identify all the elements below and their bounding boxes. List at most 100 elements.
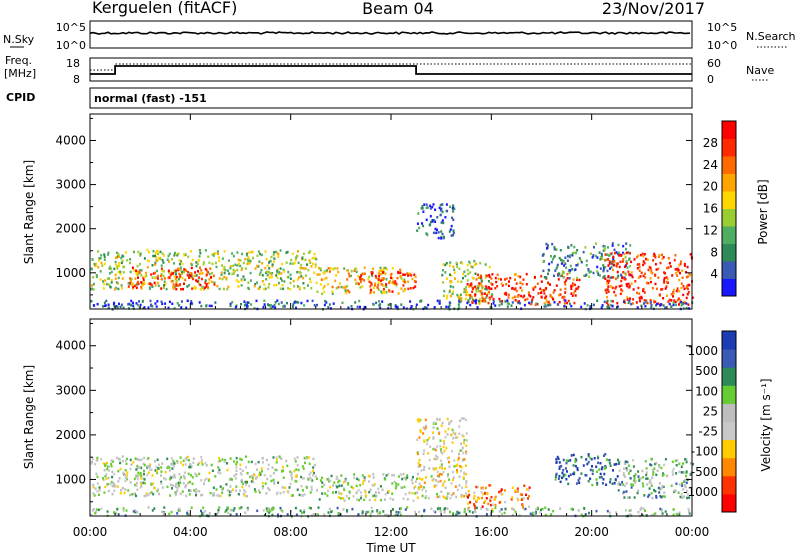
scatter-cell <box>629 252 631 255</box>
scatter-cell <box>381 488 384 491</box>
scatter-cell <box>246 472 249 475</box>
scatter-cell <box>546 244 549 247</box>
scatter-cell <box>589 270 592 273</box>
scatter-cell <box>396 513 399 517</box>
scatter-cell <box>232 509 235 512</box>
scatter-cell <box>560 262 563 265</box>
scatter-cell <box>170 272 173 275</box>
scatter-cell <box>389 497 392 500</box>
scatter-cell <box>277 481 280 484</box>
scatter-cell <box>188 465 191 469</box>
scatter-cell <box>486 288 488 291</box>
scatter-cell <box>100 254 103 257</box>
scatter-cell <box>213 283 216 286</box>
scatter-cell <box>636 291 638 295</box>
scatter-cell <box>615 511 618 514</box>
scatter-cell <box>363 478 366 482</box>
scatter-cell <box>432 431 435 434</box>
scatter-cell <box>247 255 250 259</box>
scatter-cell <box>381 300 384 303</box>
scatter-cell <box>382 473 385 476</box>
scatter-cell <box>315 257 318 261</box>
scatter-cell <box>414 275 417 278</box>
scatter-cell <box>130 463 133 466</box>
colorbar-swatch <box>722 138 736 157</box>
scatter-cell <box>508 280 510 283</box>
scatter-cell <box>240 506 243 509</box>
scatter-cell <box>165 287 168 291</box>
scatter-cell <box>199 251 202 255</box>
scatter-cell <box>129 258 132 261</box>
scatter-cell <box>570 507 573 511</box>
scatter-cell <box>459 293 462 296</box>
scatter-cell <box>343 499 346 502</box>
scatter-cell <box>446 474 449 478</box>
scatter-cell <box>488 484 491 487</box>
scatter-cell <box>465 439 468 442</box>
scatter-cell <box>314 263 317 266</box>
scatter-cell <box>226 489 229 492</box>
scatter-cell <box>318 273 321 276</box>
scatter-cell <box>555 458 558 461</box>
scatter-cell <box>556 263 559 267</box>
scatter-cell <box>608 461 611 465</box>
scatter-cell <box>378 491 380 494</box>
scatter-cell <box>441 421 444 425</box>
scatter-cell <box>503 489 506 492</box>
scatter-cell <box>634 473 637 476</box>
scatter-cell <box>103 468 106 472</box>
scatter-cell <box>178 509 181 512</box>
scatter-cell <box>639 253 642 257</box>
scatter-cell <box>317 513 319 516</box>
scatter-cell <box>399 513 402 517</box>
scatter-cell <box>400 303 403 306</box>
scatter-cell <box>117 270 120 274</box>
scatter-cell <box>688 512 691 515</box>
scatter-cell <box>488 273 491 277</box>
scatter-cell <box>176 254 179 257</box>
scatter-cell <box>547 281 549 284</box>
scatter-cell <box>445 262 448 265</box>
scatter-cell <box>313 471 315 475</box>
scatter-cell <box>223 271 226 275</box>
scatter-cell <box>460 299 463 302</box>
scatter-cell <box>300 263 303 267</box>
scatter-cell <box>278 281 280 285</box>
scatter-cell <box>150 303 152 307</box>
scatter-cell <box>494 503 497 507</box>
scatter-cell <box>231 272 234 276</box>
scatter-cell <box>416 229 419 232</box>
scatter-cell <box>142 481 145 485</box>
scatter-cell <box>99 256 102 260</box>
scatter-cell <box>543 275 546 279</box>
scatter-cell <box>437 480 440 484</box>
scatter-cell <box>521 282 524 286</box>
scatter-cell <box>446 507 449 510</box>
scatter-cell <box>659 304 662 307</box>
scatter-cell <box>460 466 463 469</box>
scatter-cell <box>208 471 211 475</box>
scatter-cell <box>129 270 132 274</box>
scatter-cell <box>162 261 165 264</box>
scatter-cell <box>159 257 162 261</box>
scatter-cell <box>143 469 145 473</box>
scatter-cell <box>678 470 681 474</box>
scatter-cell <box>313 513 315 516</box>
scatter-cell <box>221 264 223 267</box>
scatter-cell <box>289 470 292 474</box>
scatter-cell <box>243 278 246 281</box>
scatter-cell <box>558 293 561 297</box>
scatter-cell <box>236 460 239 464</box>
scatter-cell <box>465 482 468 485</box>
scatter-cell <box>361 512 364 515</box>
scatter-cell <box>449 261 452 264</box>
scatter-cell <box>486 492 489 496</box>
scatter-cell <box>559 274 562 278</box>
scatter-cell <box>540 280 543 283</box>
scatter-cell <box>134 509 137 512</box>
scatter-cell <box>180 288 182 291</box>
scatter-cell <box>513 288 516 291</box>
scatter-cell <box>198 472 201 476</box>
scatter-cell <box>381 278 384 281</box>
scatter-cell <box>467 506 470 510</box>
